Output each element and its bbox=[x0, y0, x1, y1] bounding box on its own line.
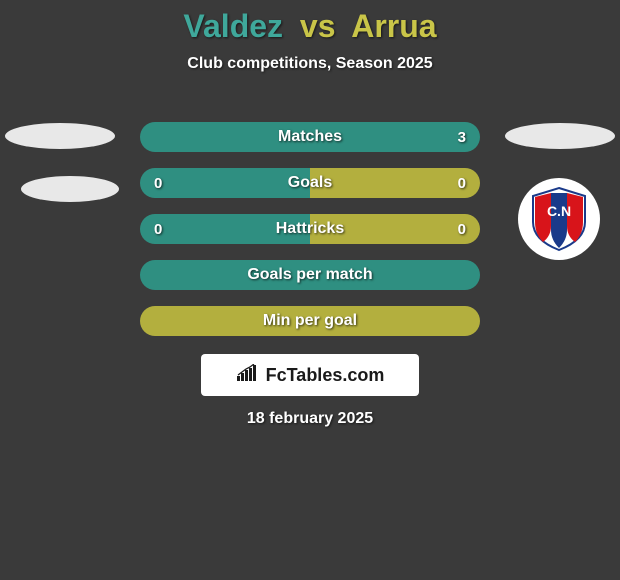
stat-row-goals: 0 Goals 0 bbox=[140, 168, 480, 198]
stat-left-value: 0 bbox=[154, 221, 184, 238]
stat-row-hattricks: 0 Hattricks 0 bbox=[140, 214, 480, 244]
stat-row-min-per-goal: Min per goal bbox=[140, 306, 480, 336]
player2-name: Arrua bbox=[351, 8, 436, 44]
fctables-logo[interactable]: FcTables.com bbox=[201, 354, 419, 396]
player2-photo-placeholder bbox=[505, 123, 615, 149]
stat-right-value: 0 bbox=[436, 175, 466, 192]
stat-label: Matches bbox=[140, 128, 480, 146]
player1-club-placeholder bbox=[21, 176, 119, 202]
stat-right-value: 3 bbox=[436, 129, 466, 146]
stat-label: Goals per match bbox=[140, 266, 480, 284]
player1-name: Valdez bbox=[183, 8, 283, 44]
stat-row-goals-per-match: Goals per match bbox=[140, 260, 480, 290]
stat-label: Hattricks bbox=[140, 220, 480, 238]
player1-photo-placeholder bbox=[5, 123, 115, 149]
stat-right-value: 0 bbox=[436, 221, 466, 238]
stat-label: Goals bbox=[140, 174, 480, 192]
stat-label: Min per goal bbox=[140, 312, 480, 330]
page-title: Valdez vs Arrua bbox=[0, 0, 620, 45]
stat-row-matches: Matches 3 bbox=[140, 122, 480, 152]
vs-text: vs bbox=[300, 8, 336, 44]
shield-icon: C.N bbox=[529, 186, 589, 252]
subtitle: Club competitions, Season 2025 bbox=[0, 55, 620, 73]
logo-text: FcTables.com bbox=[266, 365, 385, 386]
stat-left-value: 0 bbox=[154, 175, 184, 192]
stats-table: Matches 3 0 Goals 0 0 Hattricks 0 Goals … bbox=[140, 122, 480, 352]
svg-text:C.N: C.N bbox=[547, 203, 571, 219]
player2-club-badge: C.N bbox=[518, 178, 600, 260]
bar-chart-icon bbox=[236, 364, 260, 387]
date-text: 18 february 2025 bbox=[0, 410, 620, 428]
